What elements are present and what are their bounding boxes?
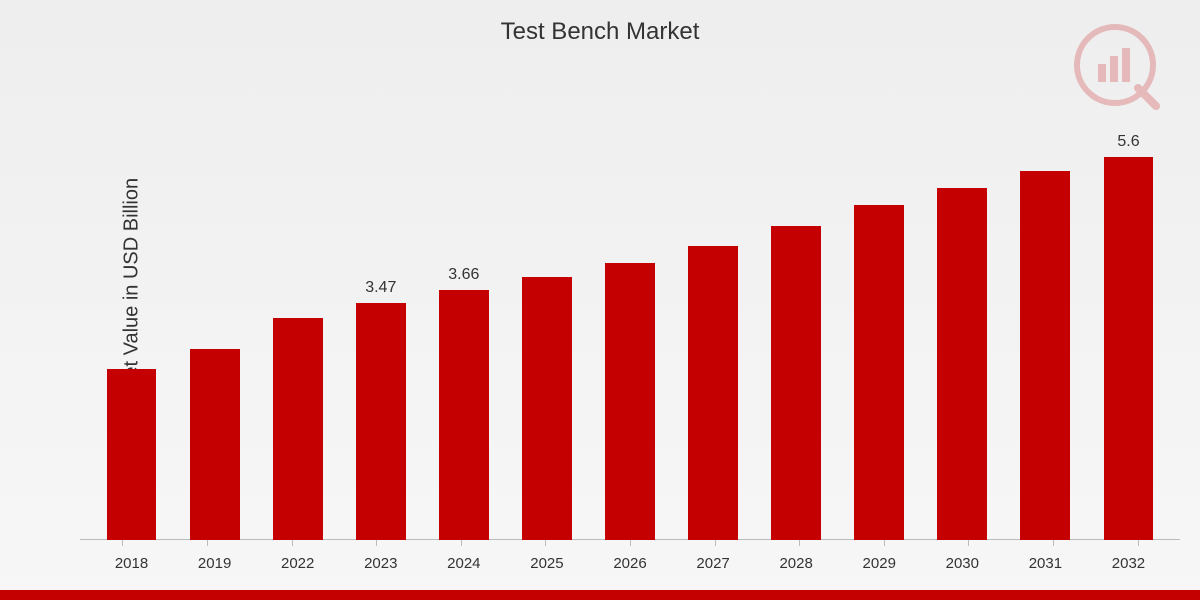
x-axis-label: 2026 xyxy=(588,555,671,572)
bar-slot xyxy=(921,130,1004,540)
x-axis-tick xyxy=(461,540,462,546)
x-axis-label: 2032 xyxy=(1087,555,1170,572)
x-axis-label: 2027 xyxy=(672,555,755,572)
x-axis-label: 2029 xyxy=(838,555,921,572)
bar-slot: 5.6 xyxy=(1087,130,1170,540)
x-axis-label: 2024 xyxy=(422,555,505,572)
bar-value-label: 3.47 xyxy=(365,279,396,297)
bar-slot xyxy=(838,130,921,540)
chart-title: Test Bench Market xyxy=(0,18,1200,46)
x-axis-tick xyxy=(292,540,293,546)
bar-value-label: 3.66 xyxy=(448,266,479,284)
bar xyxy=(1104,157,1154,540)
x-axis-tick xyxy=(715,540,716,546)
plot-area: 3.47 3.66 5.6 xyxy=(80,130,1180,540)
bar xyxy=(439,290,489,540)
bar-slot xyxy=(755,130,838,540)
bar-slot xyxy=(1004,130,1087,540)
x-axis-labels: 2018201920222023202420252026202720282029… xyxy=(80,555,1180,572)
x-axis-label: 2025 xyxy=(505,555,588,572)
bar xyxy=(190,349,240,540)
x-axis-tick xyxy=(799,540,800,546)
bar-slot: 3.66 xyxy=(422,130,505,540)
x-axis-tick xyxy=(207,540,208,546)
chart-container: Test Bench Market Market Value in USD Bi… xyxy=(0,0,1200,600)
bar-value-label: 5.6 xyxy=(1117,133,1139,151)
bar xyxy=(273,318,323,540)
x-axis-label: 2022 xyxy=(256,555,339,572)
bar-slot: 3.47 xyxy=(339,130,422,540)
bar xyxy=(688,246,738,540)
bottom-border xyxy=(0,590,1200,600)
bar-slot xyxy=(588,130,671,540)
x-axis-tick xyxy=(376,540,377,546)
bar xyxy=(771,226,821,540)
bar xyxy=(107,369,157,540)
x-axis-label: 2023 xyxy=(339,555,422,572)
bar xyxy=(356,303,406,540)
x-axis-label: 2031 xyxy=(1004,555,1087,572)
bar xyxy=(522,277,572,540)
x-axis-label: 2030 xyxy=(921,555,1004,572)
x-axis-label: 2019 xyxy=(173,555,256,572)
x-axis-tick xyxy=(122,540,123,546)
bar xyxy=(937,188,987,540)
x-axis-tick xyxy=(884,540,885,546)
x-axis-tick xyxy=(1053,540,1054,546)
x-axis-tick xyxy=(968,540,969,546)
x-axis-tick xyxy=(545,540,546,546)
watermark-logo-icon xyxy=(1070,20,1160,115)
bar-slot xyxy=(505,130,588,540)
x-axis-tick xyxy=(1138,540,1139,546)
x-axis-label: 2028 xyxy=(755,555,838,572)
bar-slot xyxy=(90,130,173,540)
bars-group: 3.47 3.66 5.6 xyxy=(80,130,1180,540)
bar-slot xyxy=(173,130,256,540)
bar xyxy=(1020,171,1070,540)
bar-slot xyxy=(672,130,755,540)
x-axis-label: 2018 xyxy=(90,555,173,572)
bar xyxy=(605,263,655,540)
bar-slot xyxy=(256,130,339,540)
x-axis-tick xyxy=(630,540,631,546)
bar xyxy=(854,205,904,540)
